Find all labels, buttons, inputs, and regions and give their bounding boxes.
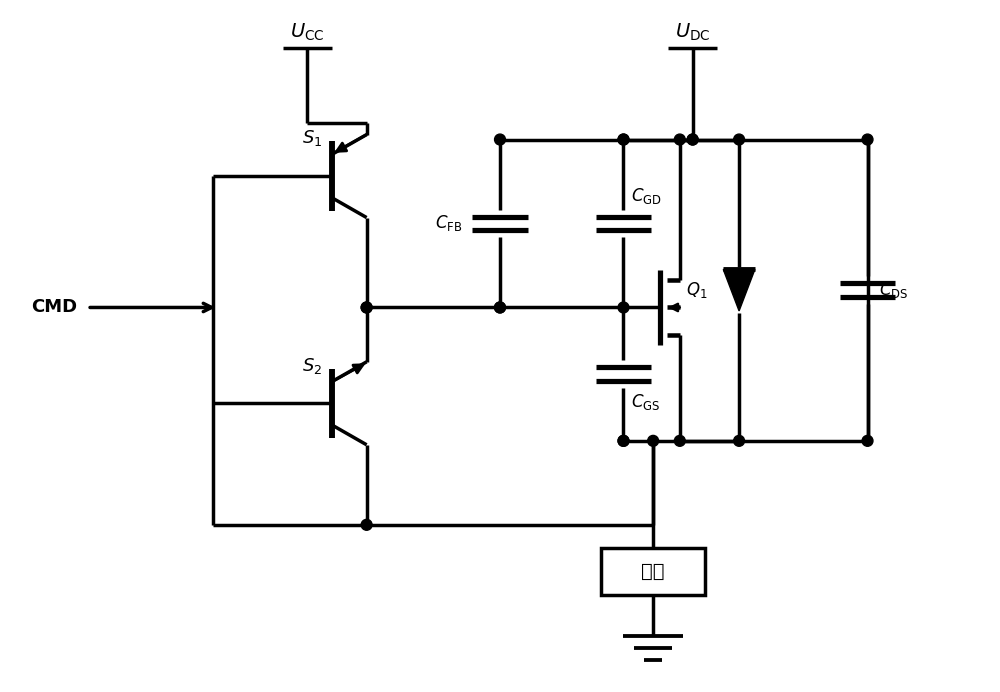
Circle shape [674, 435, 685, 446]
Circle shape [361, 302, 372, 313]
Text: CMD: CMD [31, 298, 77, 316]
Circle shape [687, 134, 698, 145]
Text: 负载: 负载 [641, 562, 665, 581]
Text: $U_{\rm CC}$: $U_{\rm CC}$ [290, 21, 325, 43]
Text: $C_{\rm GS}$: $C_{\rm GS}$ [631, 392, 661, 412]
Circle shape [618, 435, 629, 446]
Text: $S_2$: $S_2$ [302, 356, 322, 376]
Text: $S_1$: $S_1$ [302, 129, 322, 148]
Circle shape [618, 435, 629, 446]
Circle shape [495, 302, 505, 313]
Polygon shape [723, 269, 755, 311]
Circle shape [495, 302, 505, 313]
Circle shape [361, 302, 372, 313]
Circle shape [734, 134, 745, 145]
Circle shape [734, 435, 745, 446]
Circle shape [674, 134, 685, 145]
Text: $C_{\rm GD}$: $C_{\rm GD}$ [631, 186, 662, 206]
Circle shape [618, 134, 629, 145]
Circle shape [648, 435, 659, 446]
Text: $C_{\rm FB}$: $C_{\rm FB}$ [435, 214, 462, 233]
FancyBboxPatch shape [601, 547, 705, 595]
Circle shape [361, 520, 372, 530]
Circle shape [862, 134, 873, 145]
Text: $C_{\rm DS}$: $C_{\rm DS}$ [879, 280, 909, 300]
Circle shape [862, 435, 873, 446]
Circle shape [618, 134, 629, 145]
Text: $Q_1$: $Q_1$ [686, 280, 707, 300]
Circle shape [687, 134, 698, 145]
Circle shape [495, 134, 505, 145]
Text: $U_{\rm DC}$: $U_{\rm DC}$ [675, 21, 710, 43]
Circle shape [618, 302, 629, 313]
